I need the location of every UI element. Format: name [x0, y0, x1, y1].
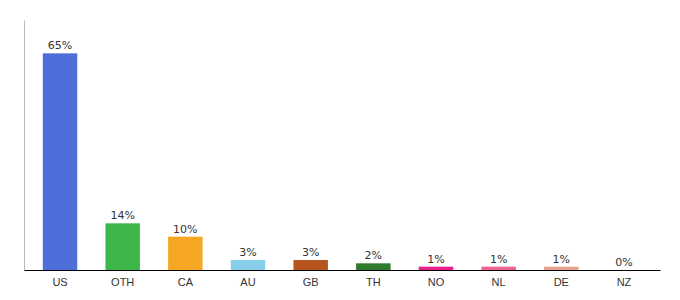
bar — [356, 263, 390, 270]
x-tick: NO — [428, 276, 445, 288]
x-tick-label: US — [52, 276, 67, 288]
bar — [105, 223, 139, 270]
data-label: 10% — [173, 223, 197, 236]
x-tick: CA — [178, 276, 194, 288]
bars — [43, 53, 579, 270]
data-label: 65% — [48, 39, 72, 52]
x-axis: US OTH CA AU GB TH NO NL DE NZ — [25, 271, 661, 289]
bar — [481, 267, 515, 270]
data-label: 14% — [110, 209, 134, 222]
plot: US OTH CA AU GB TH NO NL DE NZ 65% 14% 10% 3% 3% 2% 1% 1%… — [25, 21, 661, 289]
bar — [544, 267, 578, 270]
x-tick-label: NO — [428, 276, 445, 288]
data-label: 1% — [427, 253, 444, 266]
data-label: 0% — [615, 256, 632, 269]
chart: US OTH CA AU GB TH NO NL DE NZ 65% 14% 10% 3% 3% 2% 1% 1%… — [0, 0, 680, 300]
x-tick-label: CA — [178, 276, 194, 288]
bar — [168, 237, 202, 270]
bar — [607, 270, 641, 271]
x-tick: TH — [366, 276, 381, 288]
data-label: 3% — [302, 246, 319, 259]
x-tick-label: GB — [303, 276, 319, 288]
x-tick: DE — [554, 276, 569, 288]
y-axis-line — [24, 21, 25, 271]
data-label: 2% — [365, 249, 382, 262]
bar — [293, 260, 327, 270]
x-tick: OTH — [111, 276, 134, 288]
bar — [231, 260, 265, 270]
x-tick-label: DE — [554, 276, 569, 288]
x-tick: NZ — [617, 276, 632, 288]
x-tick: NL — [492, 276, 506, 288]
x-tick: AU — [240, 276, 255, 288]
x-tick-label: AU — [240, 276, 255, 288]
data-label: 1% — [490, 253, 507, 266]
x-tick: GB — [303, 276, 319, 288]
x-tick-label: NL — [492, 276, 506, 288]
data-label: 3% — [239, 246, 256, 259]
bar — [43, 53, 77, 270]
x-tick-label: OTH — [111, 276, 134, 288]
x-tick-label: NZ — [617, 276, 632, 288]
x-axis-line — [25, 270, 661, 271]
bar — [419, 267, 453, 270]
x-tick: US — [52, 276, 67, 288]
data-labels: 65% 14% 10% 3% 3% 2% 1% 1% 1% 0% — [48, 39, 633, 269]
data-label: 1% — [553, 253, 570, 266]
y-axis — [24, 21, 25, 271]
x-tick-label: TH — [366, 276, 381, 288]
